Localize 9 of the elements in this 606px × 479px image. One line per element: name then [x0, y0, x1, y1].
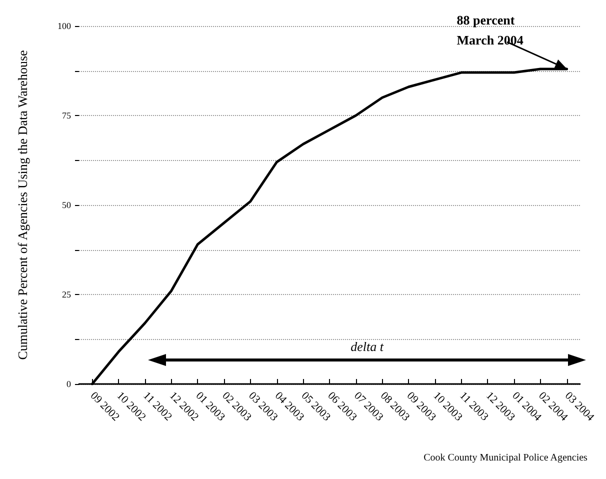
annotation: delta t	[350, 339, 384, 354]
y-tick-label: 25	[62, 290, 72, 300]
y-axis-title: Cumulative Percent of Agencies Using the Data Warehouse	[15, 50, 30, 360]
text: Cook County Municipal Police Agencies	[424, 452, 588, 464]
y-tick-label: 100	[58, 21, 72, 31]
annotation: 88 percent March 2004	[456, 12, 524, 48]
y-tick-label: 75	[62, 110, 72, 120]
y-tick-label: 50	[62, 200, 72, 210]
y-tick-label: 0	[66, 379, 72, 389]
